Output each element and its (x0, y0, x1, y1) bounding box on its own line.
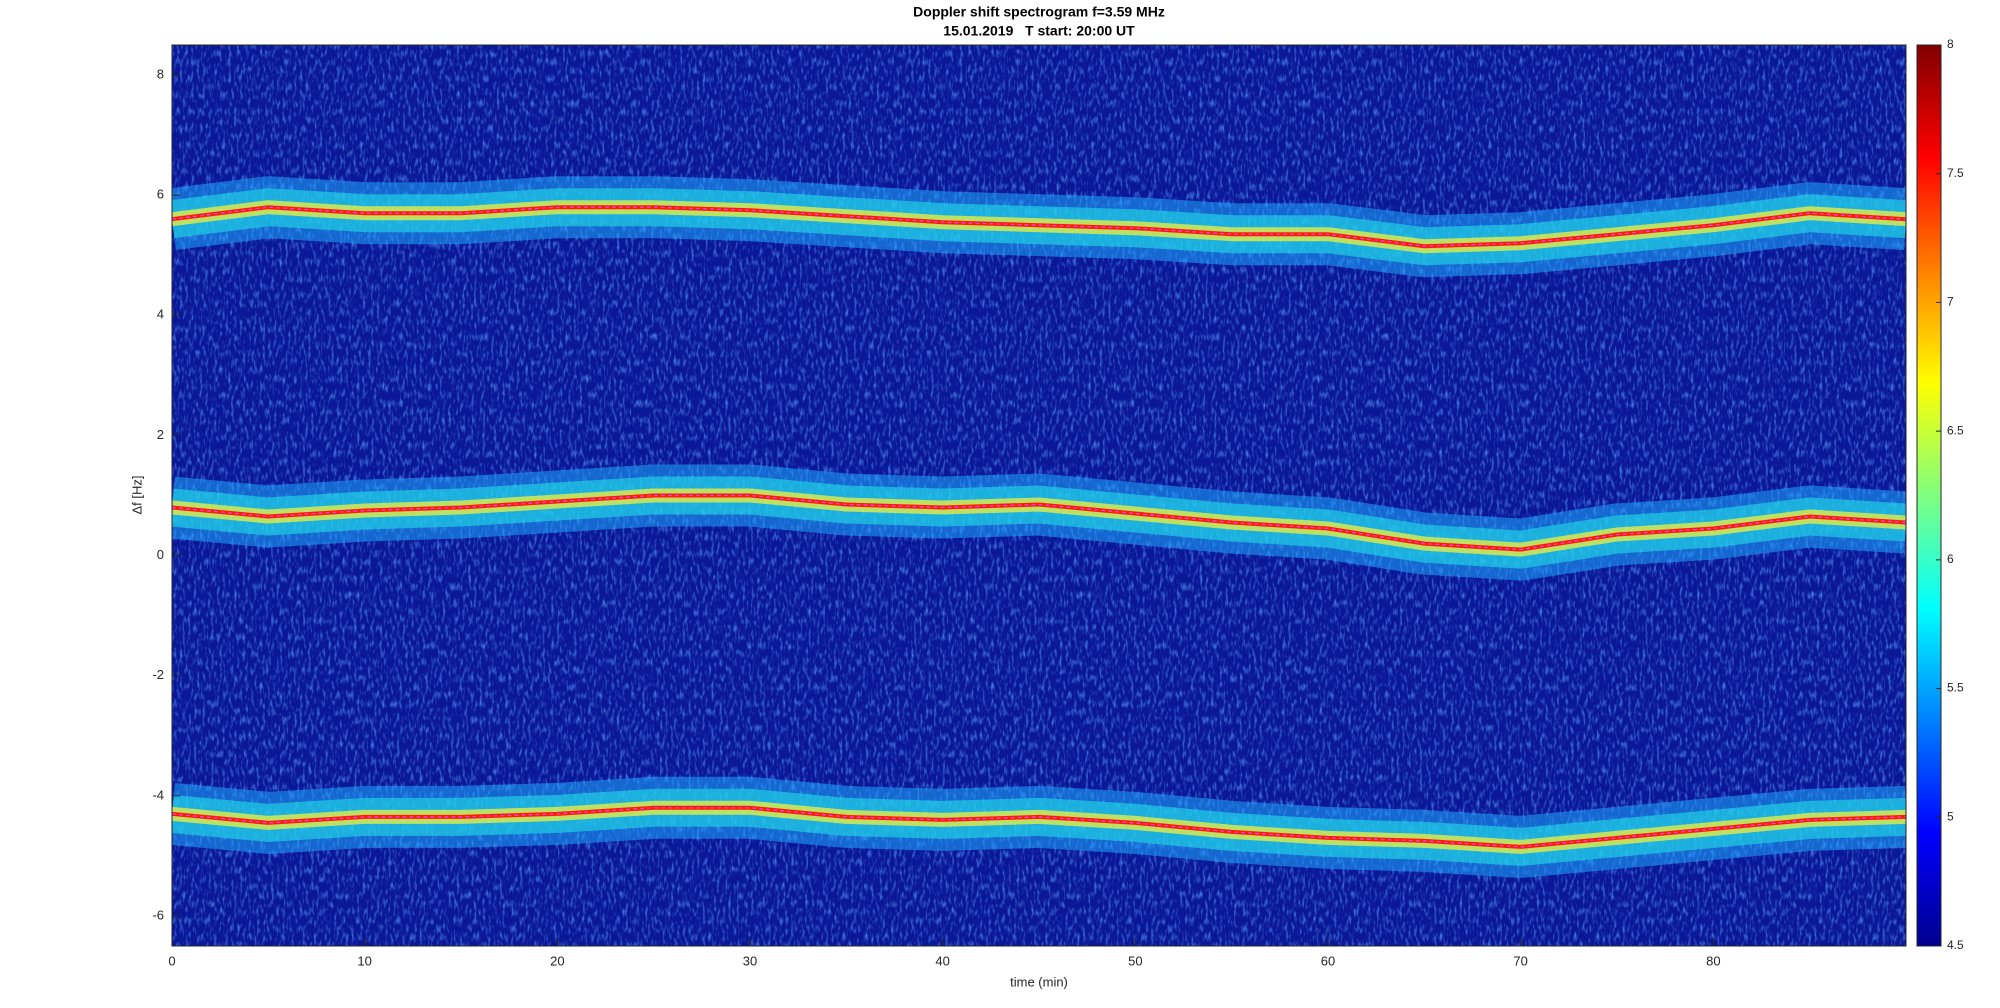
y-tick-label: -4 (152, 787, 164, 802)
colorbar-tick-label: 4.5 (1947, 938, 1964, 952)
y-tick-label: 8 (157, 66, 164, 81)
colorbar-tick-label: 5.5 (1947, 681, 1964, 695)
x-tick-label: 40 (935, 953, 949, 968)
x-tick-label: 60 (1321, 953, 1335, 968)
colorbar-tick-label: 5 (1947, 809, 1954, 823)
chart-title: Doppler shift spectrogram f=3.59 MHz (913, 4, 1165, 20)
y-tick-label: 4 (157, 307, 164, 322)
x-tick-label: 30 (743, 953, 757, 968)
colorbar-tick-label: 7 (1947, 295, 1954, 309)
x-tick-label: 0 (168, 953, 175, 968)
x-tick-label: 10 (357, 953, 371, 968)
x-tick-label: 50 (1128, 953, 1142, 968)
chart-subtitle: 15.01.2019 T start: 20:00 UT (943, 23, 1135, 39)
colorbar-tick-label: 6 (1947, 552, 1954, 566)
colorbar (1916, 44, 1942, 947)
colorbar-tick-label: 6.5 (1947, 423, 1964, 437)
x-tick-label: 80 (1706, 953, 1720, 968)
y-tick-label: -2 (152, 667, 164, 682)
y-tick-label: 0 (157, 547, 164, 562)
colorbar-tick-label: 8 (1947, 37, 1954, 51)
y-tick-label: -6 (152, 907, 164, 922)
y-tick-label: 2 (157, 427, 164, 442)
trace-fit (172, 807, 1906, 848)
x-tick-label: 20 (550, 953, 564, 968)
traces (172, 176, 1906, 878)
y-tick-label: 6 (157, 187, 164, 202)
x-tick-label: 70 (1513, 953, 1527, 968)
colorbar-tick-label: 7.5 (1947, 166, 1964, 180)
x-axis-label: time (min) (1010, 974, 1068, 989)
plot-frame (171, 44, 1907, 947)
trace-fit (172, 206, 1906, 247)
trace-fit (172, 494, 1906, 551)
y-axis-label: Δf [Hz] (129, 475, 144, 514)
